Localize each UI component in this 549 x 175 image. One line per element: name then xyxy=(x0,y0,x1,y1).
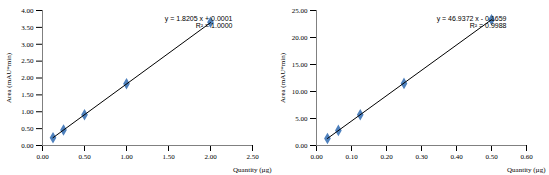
svg-text:5.00: 5.00 xyxy=(295,115,308,123)
svg-text:y = 1.8205 x + 0.0001R² = 1.00: y = 1.8205 x + 0.0001R² = 1.0000 xyxy=(165,15,233,29)
svg-text:2.00: 2.00 xyxy=(21,74,34,82)
svg-text:25.00: 25.00 xyxy=(292,7,308,15)
svg-text:4.00: 4.00 xyxy=(21,7,34,15)
svg-text:3.00: 3.00 xyxy=(21,40,34,48)
svg-text:Area (mAU*min): Area (mAU*min) xyxy=(5,52,13,103)
svg-text:0.20: 0.20 xyxy=(380,153,393,161)
svg-text:0.50: 0.50 xyxy=(21,125,34,133)
svg-text:1.00: 1.00 xyxy=(120,153,133,161)
svg-text:0.40: 0.40 xyxy=(450,153,463,161)
svg-text:2.50: 2.50 xyxy=(21,57,34,65)
svg-text:0.10: 0.10 xyxy=(345,153,358,161)
svg-text:0.00: 0.00 xyxy=(295,142,308,150)
svg-text:2.00: 2.00 xyxy=(204,153,217,161)
svg-text:20.00: 20.00 xyxy=(292,34,308,42)
svg-text:1.50: 1.50 xyxy=(21,91,34,99)
svg-text:y = 46.9372 x - 0.1659R² = 0.9: y = 46.9372 x - 0.1659R² = 0.9988 xyxy=(437,15,507,29)
svg-text:1.00: 1.00 xyxy=(21,108,34,116)
svg-text:0.50: 0.50 xyxy=(485,153,498,161)
svg-text:0.60: 0.60 xyxy=(520,153,533,161)
svg-text:10.00: 10.00 xyxy=(292,88,308,96)
svg-text:0.00: 0.00 xyxy=(310,153,323,161)
svg-text:2.50: 2.50 xyxy=(246,153,259,161)
svg-text:1.50: 1.50 xyxy=(162,153,175,161)
svg-text:Quantity (µg): Quantity (µg) xyxy=(233,166,272,174)
svg-text:0.00: 0.00 xyxy=(36,153,49,161)
svg-text:0.00: 0.00 xyxy=(21,142,34,150)
svg-text:0.50: 0.50 xyxy=(78,153,91,161)
svg-text:3.50: 3.50 xyxy=(21,24,34,32)
svg-text:15.00: 15.00 xyxy=(292,61,308,69)
svg-text:Quantity (µg): Quantity (µg) xyxy=(507,166,546,174)
svg-text:0.30: 0.30 xyxy=(415,153,428,161)
svg-text:Area (mAU*min): Area (mAU*min) xyxy=(279,52,287,103)
